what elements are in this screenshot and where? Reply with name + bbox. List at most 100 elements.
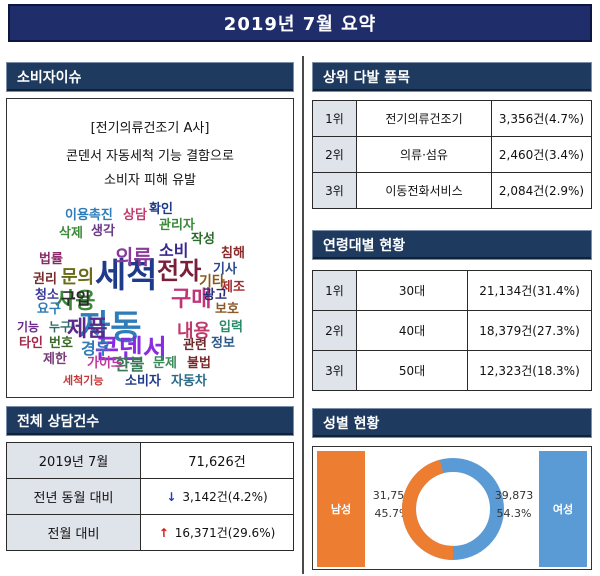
table-row: 2위 40대 18,379건(27.3%) (312, 310, 592, 351)
consumer-issue-header-label: 소비자이슈 (17, 70, 82, 86)
value-cell: 21,134건(31.4%) (467, 270, 592, 311)
rank-cell: 3위 (312, 350, 357, 391)
consult-label-2: 전년 동월 대비 (6, 478, 141, 515)
table-row: 3위 이동전화서비스 2,084건(2.9%) (312, 172, 592, 209)
age-cell: 40대 (356, 310, 468, 351)
issue-subject: [전기의류건조기 A사] (90, 121, 210, 136)
top-items-header-label: 상위 다발 품목 (323, 70, 411, 86)
cloud-word: 세척기능 (63, 374, 104, 387)
cloud-word: 전자 (157, 257, 202, 285)
cloud-word: 삭제 (59, 226, 83, 241)
cloud-word: 환불 (115, 355, 145, 374)
rank-cell: 1위 (312, 100, 357, 137)
cloud-word: 입력 (219, 320, 243, 335)
cloud-word: 법률 (39, 252, 63, 267)
male-stat: 31,753 45.7% (369, 487, 415, 523)
cloud-word: 관련 (183, 338, 207, 353)
table-row: 3위 50대 12,323건(18.3%) (312, 350, 592, 391)
age-cell: 30대 (356, 270, 468, 311)
value-cell: 2,084건(2.9%) (491, 172, 592, 209)
consult-value-3-cell: ↑ 16,371건(29.6%) (140, 514, 294, 551)
table-row: 전월 대비 ↑ 16,371건(29.6%) (6, 514, 294, 551)
item-cell: 의류·섬유 (356, 136, 492, 173)
total-consult-header-label: 전체 상담건수 (17, 414, 100, 430)
male-bar: 남성 (317, 451, 365, 567)
consult-value-3: 16,371건(29.6%) (174, 526, 276, 540)
cloud-word: 제조 (221, 280, 245, 295)
cloud-word: 청소 (35, 288, 59, 303)
issue-desc-line2: 소비자 피해 유발 (104, 173, 196, 188)
cloud-word: 제품 (67, 317, 108, 342)
rank-cell: 1위 (312, 270, 357, 311)
male-pct: 45.7% (374, 507, 410, 520)
item-cell: 전기의류건조기 (356, 100, 492, 137)
arrow-up-icon: ↑ (158, 526, 169, 540)
cloud-word: 자동 (79, 308, 142, 348)
cloud-word: 관리자 (159, 218, 195, 233)
cloud-word: 구매 (171, 287, 212, 312)
cloud-word: 정보 (211, 336, 235, 351)
age-header-label: 연령대별 현황 (323, 238, 406, 254)
cloud-word: 자동차 (171, 374, 207, 389)
top-items-header: 상위 다발 품목 (312, 62, 592, 92)
cloud-word: 이용촉진 (65, 208, 113, 223)
cloud-word: 번호 (49, 336, 73, 351)
cloud-word: 생각 (91, 224, 115, 239)
table-row: 1위 30대 21,134건(31.4%) (312, 270, 592, 311)
gender-header: 성별 현황 (312, 408, 592, 438)
cloud-word: 요구 (37, 302, 61, 317)
cloud-word: 누구 (49, 320, 72, 334)
cloud-word: 문제 (153, 356, 177, 371)
cloud-word: 작성 (191, 232, 215, 247)
value-cell: 12,323건(18.3%) (467, 350, 592, 391)
column-divider (302, 56, 304, 574)
cloud-word: 세척 (95, 256, 158, 296)
page-title: 2019년 7월 요약 (223, 14, 377, 35)
value-cell: 3,356건(4.7%) (491, 100, 592, 137)
cloud-word: 경우 (81, 339, 111, 358)
cloud-word: 침해 (221, 246, 245, 261)
male-slice (402, 458, 504, 560)
age-table: 1위 30대 21,134건(31.4%) 2위 40대 18,379건(27.3%) … (312, 270, 592, 391)
consult-value-2: 3,142건(4.2%) (182, 490, 268, 504)
gender-panel: 남성 여성 31,753 45.7% 39,873 54.3% (312, 446, 592, 570)
male-count: 31,753 (372, 489, 412, 502)
rank-cell: 3위 (312, 172, 357, 209)
cloud-word: 문의 (61, 267, 95, 288)
total-consult-header: 전체 상담건수 (6, 406, 294, 436)
table-row: 2019년 7월 71,626건 (6, 442, 294, 479)
total-consult-table: 2019년 7월 71,626건 전년 동월 대비 ↓ 3,142건(4.2%) … (6, 442, 294, 551)
cloud-word: 내용 (177, 321, 211, 342)
consult-label-1: 2019년 7월 (6, 442, 141, 479)
table-row: 2위 의류·섬유 2,460건(3.4%) (312, 136, 592, 173)
female-stat: 39,873 54.3% (491, 487, 537, 523)
cloud-word: 확인 (149, 202, 173, 217)
cloud-word: 사용 (55, 289, 96, 314)
cloud-word: 구입 (61, 289, 91, 308)
rank-cell: 2위 (312, 136, 357, 173)
gender-donut (402, 458, 504, 560)
cloud-word: 광고 (203, 288, 227, 303)
cloud-word: 기타 (199, 274, 225, 290)
cloud-word: 콘덴서 (95, 335, 167, 365)
consumer-issue-header: 소비자이슈 (6, 62, 294, 92)
item-cell: 이동전화서비스 (356, 172, 492, 209)
title-banner: 2019년 7월 요약 (8, 4, 592, 42)
value-cell: 2,460건(3.4%) (491, 136, 592, 173)
cloud-word: 상담 (123, 208, 147, 223)
top-items-table: 1위 전기의류건조기 3,356건(4.7%) 2위 의류·섬유 2,460건(3.4%… (312, 100, 592, 209)
cloud-word: 소비 (159, 241, 189, 260)
arrow-down-icon: ↓ (166, 490, 177, 504)
female-pct: 54.3% (496, 507, 532, 520)
issue-desc-line1: 콘덴서 자동세척 기능 결함으로 (66, 149, 234, 164)
cloud-word: 의류 (115, 245, 152, 269)
table-row: 전년 동월 대비 ↓ 3,142건(4.2%) (6, 478, 294, 515)
rank-cell: 2위 (312, 310, 357, 351)
consumer-issue-panel: [전기의류건조기 A사] 콘덴서 자동세척 기능 결함으로 소비자 피해 유발 … (6, 98, 294, 398)
cloud-word: 보호 (215, 302, 239, 317)
cloud-word: 기능 (17, 320, 40, 334)
cloud-word: 기사 (213, 262, 237, 277)
age-cell: 50대 (356, 350, 468, 391)
cloud-word: 불법 (187, 356, 211, 371)
